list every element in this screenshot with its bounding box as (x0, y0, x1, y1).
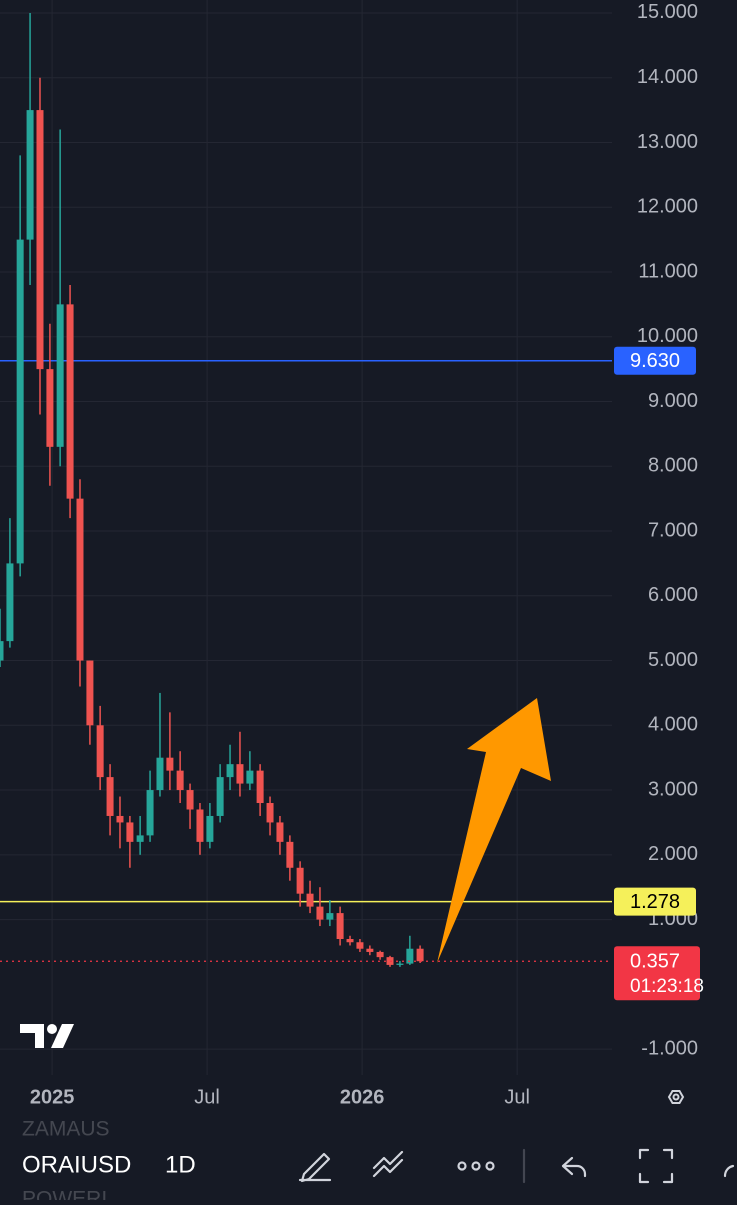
candle-body (346, 939, 354, 943)
candle-body (336, 913, 344, 940)
symbol-tab[interactable]: POWERI (22, 1188, 107, 1200)
level-price-label: 1.278 (630, 891, 680, 913)
undo-button[interactable] (561, 1156, 587, 1178)
candle-body (146, 790, 154, 836)
candle-body (246, 770, 254, 784)
candle-body (306, 893, 314, 907)
y-tick-label: 13.000 (637, 131, 698, 153)
level-price-tag (614, 887, 696, 916)
candle-body (106, 777, 114, 816)
candle-body (36, 110, 44, 370)
plot-area (0, 12, 612, 967)
candle-body (296, 867, 304, 894)
interval-button[interactable]: 1D (165, 1151, 196, 1178)
candle-body (326, 913, 334, 920)
fullscreen-button[interactable] (638, 1148, 674, 1184)
candle-body (66, 304, 74, 499)
candle-body (166, 757, 174, 771)
x-tick-label: 2025 (30, 1086, 75, 1108)
y-tick-label: 7.000 (648, 519, 698, 541)
candle-body (76, 498, 84, 661)
y-tick-label: 10.000 (637, 325, 698, 347)
y-tick-label: 12.000 (637, 196, 698, 218)
candle-body (216, 777, 224, 816)
candle-body (26, 110, 34, 240)
price-axis: 15.000 14.000 13.000 12.000 11.000 10.000 9.00… (30, 1, 704, 1108)
candle-body (176, 770, 184, 791)
candle-body (356, 942, 364, 949)
candle-body (396, 963, 404, 965)
candle-body (366, 948, 374, 952)
toolbar-overflow[interactable] (723, 1164, 735, 1178)
candle-body (316, 906, 324, 920)
more-button[interactable] (457, 1161, 495, 1171)
y-tick-label: 9.000 (648, 390, 698, 412)
candle-body (376, 951, 384, 958)
candle-body (16, 239, 24, 564)
y-tick-label: 15.000 (637, 1, 698, 23)
candle-body (46, 369, 54, 447)
x-tick-label: Jul (194, 1086, 220, 1108)
candle-body (0, 641, 4, 661)
countdown-label: 01:23:18 (630, 976, 704, 997)
y-tick-label: 2.000 (648, 843, 698, 865)
y-tick-label: 11.000 (638, 260, 698, 282)
candle-body (406, 948, 414, 964)
candle-body (6, 563, 14, 642)
y-tick-label: 5.000 (648, 649, 698, 671)
candle-body (266, 803, 274, 823)
last-price-label: 0.357 (630, 950, 680, 972)
tradingview-logo (20, 1024, 74, 1048)
draw-tool-button[interactable] (298, 1152, 332, 1183)
candle-body (206, 815, 214, 842)
candle-body (186, 790, 194, 810)
symbol-tab[interactable]: ORAIUSD (22, 1151, 131, 1178)
candle-body (196, 809, 204, 842)
candle-body (226, 764, 234, 778)
candle-body (416, 948, 424, 962)
candle-body (286, 841, 294, 868)
symbol-tab[interactable]: ZAMAUS (22, 1118, 110, 1141)
annotation-arrow (437, 698, 551, 963)
last-price-tag (614, 946, 700, 1001)
y-tick-label: -1.000 (641, 1037, 698, 1059)
candle-body (256, 770, 264, 804)
candle-body (126, 822, 134, 842)
y-tick-label: 8.000 (648, 455, 698, 477)
y-tick-label: 14.000 (637, 66, 698, 88)
candle-body (276, 822, 284, 842)
y-tick-label: 6.000 (648, 584, 698, 606)
candle-body (96, 725, 104, 778)
settings-button[interactable] (667, 1090, 685, 1104)
level-price-label: 9.630 (630, 350, 680, 372)
candle-body (56, 304, 64, 447)
y-tick-label: 4.000 (648, 714, 698, 736)
candle-body (86, 660, 94, 726)
candle-body (156, 757, 164, 791)
y-tick-label: 3.000 (648, 778, 698, 800)
candle-body (116, 815, 124, 823)
toolbar (0, 1118, 737, 1200)
candle-body (136, 835, 144, 842)
level-price-tag (614, 346, 696, 375)
x-tick-label: 2026 (340, 1086, 385, 1108)
candle-body (236, 764, 244, 784)
x-tick-label: Jul (504, 1086, 530, 1108)
indicator-button[interactable] (372, 1150, 404, 1178)
